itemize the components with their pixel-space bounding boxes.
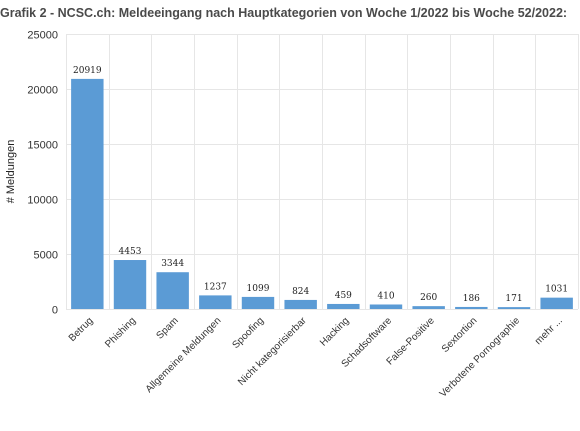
- data-label: 459: [335, 291, 352, 301]
- bar: [284, 299, 317, 309]
- data-label: 1237: [204, 282, 227, 292]
- data-label: 186: [463, 294, 480, 304]
- data-label: 20919: [73, 66, 102, 76]
- y-tick-label: 10000: [27, 195, 58, 207]
- x-tick-label: Spoofing: [230, 315, 266, 351]
- data-label: 1031: [545, 285, 568, 295]
- x-tick-label: Allgemeine Meldungen: [144, 315, 224, 395]
- x-tick-label: Sextortion: [440, 315, 480, 355]
- gridlines: [66, 34, 579, 310]
- bar: [199, 295, 232, 309]
- data-label: 4453: [119, 247, 142, 257]
- y-tick-label: 20000: [27, 85, 58, 97]
- data-label: 410: [377, 291, 394, 301]
- y-axis-ticks: 0 5000 10000 15000 20000 25000: [27, 30, 58, 317]
- data-labels: 20919 4453 3344 1237 1099 824 459 410 260 186 171 1…: [73, 66, 568, 304]
- bar: [71, 78, 104, 310]
- bar: [156, 272, 189, 309]
- bar: [327, 303, 360, 309]
- x-tick-label: Hacking: [318, 315, 351, 348]
- data-label: 3344: [161, 259, 184, 269]
- data-label: 1099: [247, 284, 270, 294]
- x-tick-label: Phishing: [103, 315, 138, 350]
- data-label: 171: [505, 294, 522, 304]
- bar: [412, 306, 445, 309]
- y-axis-label: # Meldungen: [5, 140, 17, 204]
- bar: [113, 260, 147, 309]
- x-tick-label: mehr ...: [533, 315, 565, 347]
- chart-title: Grafik 2 - NCSC.ch: Meldeeingang nach Ha…: [0, 6, 568, 20]
- bars: [71, 78, 573, 310]
- y-tick-label: 5000: [34, 250, 58, 262]
- bar: [369, 304, 403, 309]
- y-tick-label: 0: [52, 305, 58, 317]
- bar: [540, 297, 573, 309]
- y-tick-label: 25000: [27, 30, 58, 42]
- bar: [497, 307, 531, 309]
- x-tick-label: Verbotene Pornographie: [438, 315, 523, 400]
- bar: [455, 306, 488, 309]
- y-tick-label: 15000: [27, 140, 58, 152]
- data-label: 824: [292, 287, 309, 297]
- x-tick-label: Betrug: [67, 315, 96, 344]
- bar: [241, 296, 275, 309]
- data-label: 260: [420, 293, 437, 303]
- x-tick-label: Spam: [155, 315, 181, 341]
